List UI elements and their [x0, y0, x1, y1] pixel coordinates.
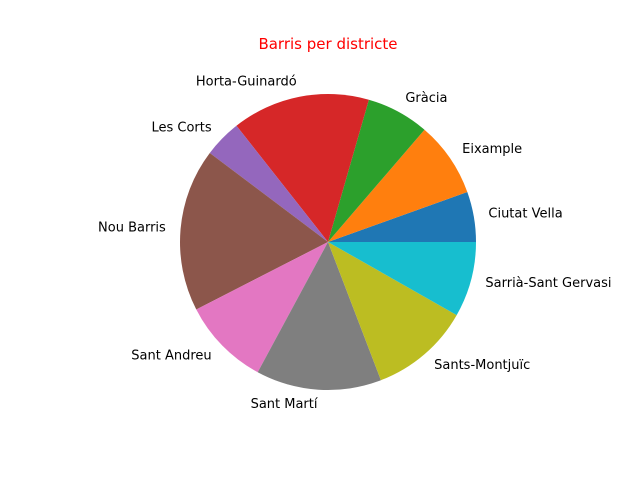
pie-label-3: Horta-Guinardó	[196, 75, 297, 90]
pie-label-9: Sarrià-Sant Gervasi	[485, 276, 611, 291]
pie-label-1: Eixample	[462, 142, 522, 157]
pie-label-0: Ciutat Vella	[488, 207, 562, 222]
pie-label-2: Gràcia	[405, 91, 447, 106]
pie-label-5: Nou Barris	[98, 221, 166, 236]
pie-slice-2	[328, 99, 425, 242]
pie-label-4: Les Corts	[151, 121, 211, 136]
pie-labels: Ciutat Vella Eixample Gràcia Horta-Guinardó…	[98, 75, 611, 412]
pie-slices	[180, 93, 476, 391]
pie-slice-6	[196, 242, 328, 373]
pie-label-7: Sant Martí	[251, 397, 318, 412]
pie-slice-1	[328, 129, 468, 242]
pie-slice-9	[328, 242, 476, 316]
pie-slice-0	[328, 192, 476, 242]
pie-slice-8	[328, 242, 457, 381]
pie-slice-5	[180, 152, 328, 310]
pie-label-8: Sants-Montjuïc	[434, 358, 530, 373]
pie-slice-7	[257, 242, 381, 391]
pie-slice-3	[236, 93, 369, 242]
pie-slice-4	[209, 125, 328, 242]
chart-title: Barris per districte	[258, 35, 397, 53]
pie-label-6: Sant Andreu	[131, 348, 211, 363]
